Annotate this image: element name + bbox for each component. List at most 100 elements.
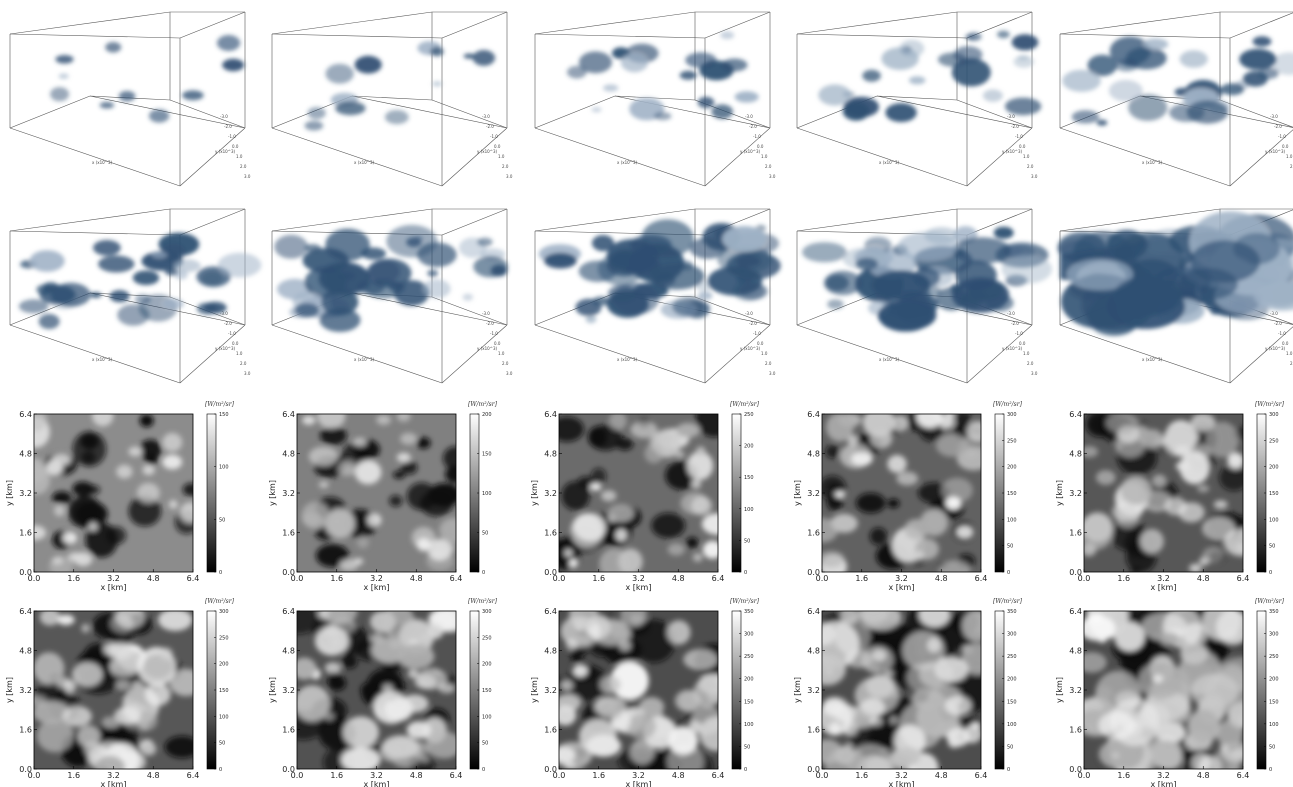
cloud-patch xyxy=(1105,414,1139,434)
cloud-patch xyxy=(169,668,193,697)
cloud-patch xyxy=(1197,484,1210,493)
cloud xyxy=(38,313,60,330)
box-tick-label: -1.0 xyxy=(753,331,761,336)
heatmap-field xyxy=(822,414,981,572)
y-tick-label: 1.6 xyxy=(1069,529,1082,538)
colorbar-tick-label: 50 xyxy=(1269,744,1275,750)
x-tick-label: 4.8 xyxy=(147,771,160,780)
box-edge xyxy=(179,324,246,384)
cloud xyxy=(952,237,1011,264)
box-tick-label: -3.0 xyxy=(745,114,753,119)
cloud-patch xyxy=(699,716,718,752)
y-tick-label: 3.2 xyxy=(807,489,820,498)
x-tick-label: 6.4 xyxy=(712,574,725,583)
colorbar-tick-label: 100 xyxy=(744,722,754,728)
cloud-patch xyxy=(569,558,578,568)
x-tick-label: 6.4 xyxy=(712,771,725,780)
box-tick-label: 0.0 xyxy=(757,144,764,149)
cloud-patch xyxy=(116,679,131,691)
box-tick-label: -2.0 xyxy=(1274,124,1282,129)
box-edge xyxy=(534,95,616,129)
cloud xyxy=(603,84,619,92)
shadow-patch xyxy=(686,537,699,549)
cloud xyxy=(734,91,759,103)
colorbar-tick-label: 100 xyxy=(219,714,229,720)
cloud xyxy=(1004,97,1042,116)
x-axis-label: x [km] xyxy=(626,780,652,787)
box-tick-label: 2.0 xyxy=(1290,361,1293,366)
y-axis-label: y [km] xyxy=(793,677,802,703)
cloud-patch xyxy=(52,556,64,565)
cloud-patch xyxy=(39,611,61,626)
colorbar-unit: [W/m²/sr] xyxy=(1255,598,1285,605)
cloud-patch xyxy=(34,466,51,495)
y-axis-label: y [km] xyxy=(1055,480,1064,506)
box-edge xyxy=(271,208,433,232)
x-tick-label: 3.2 xyxy=(370,771,383,780)
cloud-patch xyxy=(1199,556,1210,566)
cloud-patch xyxy=(74,552,93,567)
box-tick-label: 1.0 xyxy=(498,154,505,159)
box-edge xyxy=(704,127,771,187)
cloud-patch xyxy=(971,722,981,730)
cloud-patch xyxy=(850,452,873,466)
cloud xyxy=(307,107,326,120)
y-tick-label: 1.6 xyxy=(544,529,557,538)
shadow-patch xyxy=(559,416,585,442)
cloud xyxy=(937,52,967,67)
cloud-patch xyxy=(1224,528,1243,557)
colorbar-tick-label: 50 xyxy=(744,538,750,544)
y-tick-label: 4.8 xyxy=(1069,647,1082,656)
cloud xyxy=(29,250,65,272)
box-tick-label: 2.0 xyxy=(240,164,247,169)
cloud-patch xyxy=(339,559,359,571)
shadow-patch xyxy=(106,526,127,545)
box-tick-label: -2.0 xyxy=(224,124,232,129)
box-edge xyxy=(271,33,443,39)
y-tick-label: 1.6 xyxy=(807,529,820,538)
colorbar-tick-label: 0 xyxy=(1007,767,1010,773)
heatmap-field xyxy=(822,611,981,769)
cloud xyxy=(578,260,617,282)
colorbar-tick-label: 50 xyxy=(219,517,225,523)
x-tick-label: 0.0 xyxy=(28,574,41,583)
shadow-patch xyxy=(416,437,431,449)
x-tick-label: 1.6 xyxy=(330,574,343,583)
cloud xyxy=(885,103,917,123)
y-tick-label: 1.6 xyxy=(282,726,295,735)
shadow-patch xyxy=(577,476,595,488)
x-tick-label: 3.2 xyxy=(107,574,120,583)
x-tick-label: 0.0 xyxy=(291,574,304,583)
box-edge xyxy=(704,11,771,39)
box-tick-label: -2.0 xyxy=(1011,124,1019,129)
heatmap-field xyxy=(297,611,456,769)
radiance-panel: 0.0 1.6 3.2 4.8 6.4 0.0 1.6 3.2 4.8 6.4 x [km] y [k… xyxy=(5,401,235,592)
radiance-panel: 0.0 1.6 3.2 4.8 6.4 0.0 1.6 3.2 4.8 6.4 x [km] y [k… xyxy=(793,598,1023,787)
cloud-patch xyxy=(396,414,411,422)
colorbar-tick-label: 200 xyxy=(1007,677,1017,683)
box-edge xyxy=(431,296,508,326)
radiance-panel: 0.0 1.6 3.2 4.8 6.4 0.0 1.6 3.2 4.8 6.4 x [km] y [k… xyxy=(793,401,1023,592)
y-tick-label: 0.0 xyxy=(19,765,32,774)
cloud xyxy=(1066,258,1134,291)
cloud xyxy=(18,299,49,314)
y-tick-label: 1.6 xyxy=(807,726,820,735)
cloud xyxy=(132,270,160,286)
volume-panel: -3.0 -2.0 -1.0 0.0 1.0 2.0 3.0 y (x10^3) x (x10^… xyxy=(534,11,776,187)
box-axis-label: y (x10^3) xyxy=(1265,346,1286,351)
cloud xyxy=(993,226,1014,239)
cloud-field xyxy=(1062,36,1293,126)
box-tick-label: 2.0 xyxy=(502,164,509,169)
shadow-patch xyxy=(887,498,900,508)
cloud-patch xyxy=(626,713,657,740)
colorbar-tick-label: 100 xyxy=(482,491,492,497)
box-tick-label: -3.0 xyxy=(1270,114,1278,119)
cloud xyxy=(1190,240,1261,283)
box-edge xyxy=(271,11,433,35)
cloud xyxy=(1001,254,1053,284)
cloud-patch xyxy=(314,626,349,656)
cloud-patch xyxy=(1179,451,1210,485)
colorbar-tick-label: 250 xyxy=(744,654,754,660)
cloud-patch xyxy=(573,664,588,677)
cloud xyxy=(1142,38,1169,50)
